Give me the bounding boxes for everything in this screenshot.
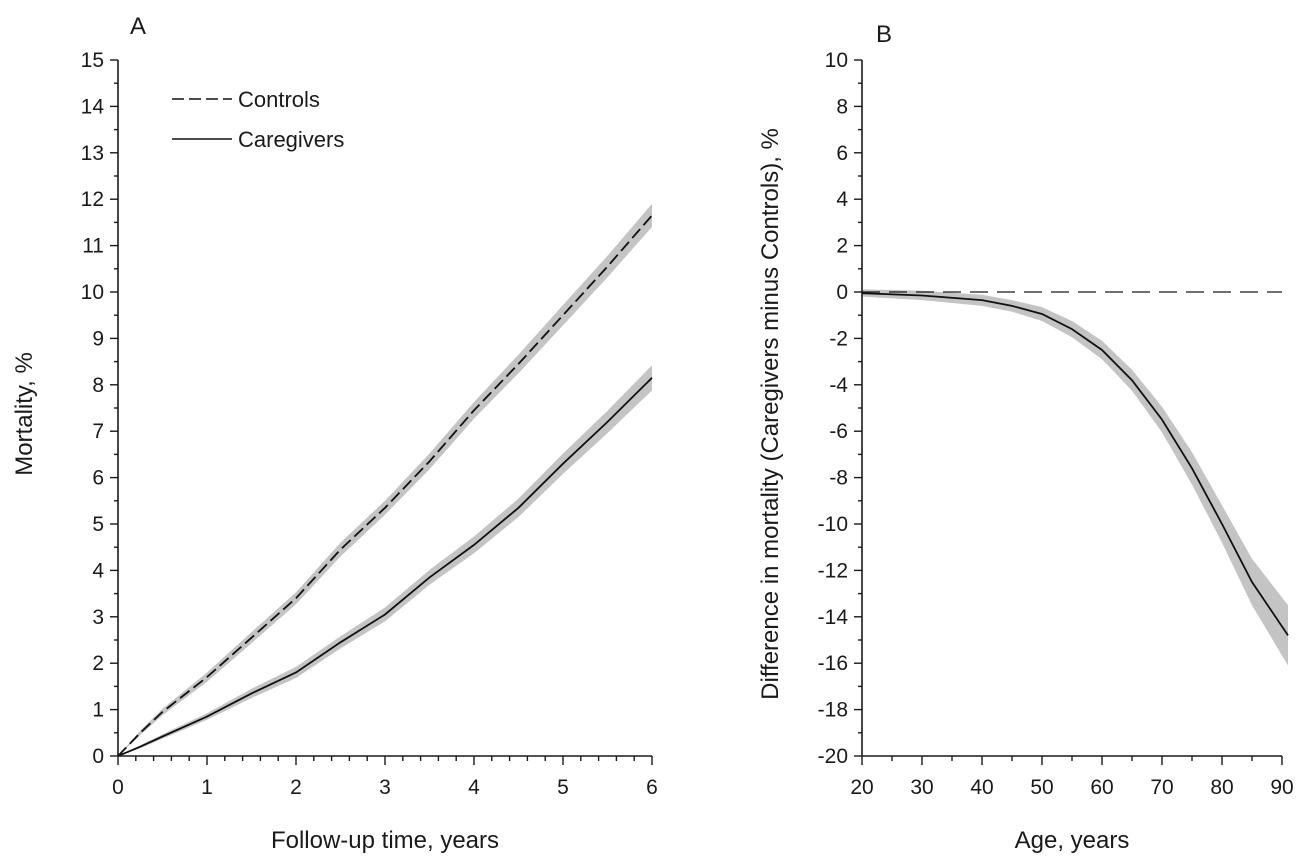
series-line-caregivers	[117, 377, 653, 757]
y-tick-label: 8	[836, 95, 848, 118]
y-tick-label: 14	[81, 95, 105, 118]
x-tick-label: 4	[468, 776, 480, 799]
y-tick-label: -20	[818, 745, 848, 768]
y-axis-label: Mortality, %	[11, 352, 38, 476]
y-tick-label: -10	[818, 513, 848, 536]
legend-label-caregivers: Caregivers	[238, 127, 344, 152]
x-tick-label: 0	[112, 776, 124, 799]
y-tick-label: 4	[92, 559, 104, 582]
y-tick-label: -4	[829, 374, 848, 397]
panel-letter: A	[130, 13, 146, 40]
x-tick-label: 20	[850, 776, 873, 799]
x-tick-label: 80	[1210, 776, 1233, 799]
y-tick-label: -8	[829, 467, 848, 490]
x-tick-label: 40	[970, 776, 993, 799]
y-tick-label: 1	[92, 699, 104, 722]
confidence-band-caregivers	[118, 365, 652, 756]
y-tick-label: -2	[829, 327, 848, 350]
y-tick-label: 11	[82, 235, 104, 258]
y-tick-label: 8	[92, 374, 104, 397]
x-tick-label: 50	[1030, 776, 1053, 799]
y-tick-label: 5	[92, 513, 104, 536]
y-tick-label: 6	[92, 467, 104, 490]
x-tick-label: 5	[557, 776, 569, 799]
legend: Controls Caregivers	[172, 87, 344, 152]
y-tick-label: -6	[829, 420, 848, 443]
y-tick-label: -18	[818, 699, 848, 722]
confidence-band-controls	[118, 203, 652, 757]
series-line-controls	[117, 214, 653, 757]
y-tick-label: -14	[818, 606, 849, 629]
y-tick-label: 10	[825, 49, 848, 72]
y-tick-label: -12	[818, 559, 848, 582]
y-tick-label: 2	[836, 235, 848, 258]
x-tick-label: 1	[201, 776, 213, 799]
y-tick-label: 4	[836, 188, 848, 211]
confidence-band-difference	[862, 289, 1288, 666]
x-tick-label: 70	[1150, 776, 1173, 799]
y-tick-label: 15	[81, 49, 104, 72]
series-line-difference	[861, 292, 1289, 636]
y-tick-label: 2	[92, 652, 104, 675]
y-tick-label: 9	[92, 327, 104, 350]
x-tick-label: 30	[910, 776, 933, 799]
x-tick-label: 90	[1270, 776, 1293, 799]
y-tick-label: -16	[818, 652, 848, 675]
y-tick-label: 7	[92, 420, 104, 443]
x-tick-label: 60	[1090, 776, 1113, 799]
y-tick-label: 12	[81, 188, 104, 211]
x-tick-label: 6	[646, 776, 658, 799]
panel-letter: B	[876, 21, 892, 48]
y-tick-label: 6	[836, 142, 848, 165]
y-axis-label: Difference in mortality (Caregivers minu…	[757, 128, 784, 700]
x-axis-label: Age, years	[1015, 827, 1130, 854]
y-tick-label: 13	[81, 142, 104, 165]
y-tick-label: 3	[92, 606, 104, 629]
x-tick-label: 3	[379, 776, 391, 799]
y-tick-label: 10	[81, 281, 104, 304]
y-tick-label: 0	[836, 281, 848, 304]
x-tick-label: 2	[290, 776, 302, 799]
y-tick-label: 0	[92, 745, 104, 768]
legend-label-controls: Controls	[238, 87, 320, 112]
x-axis-label: Follow-up time, years	[271, 827, 499, 854]
